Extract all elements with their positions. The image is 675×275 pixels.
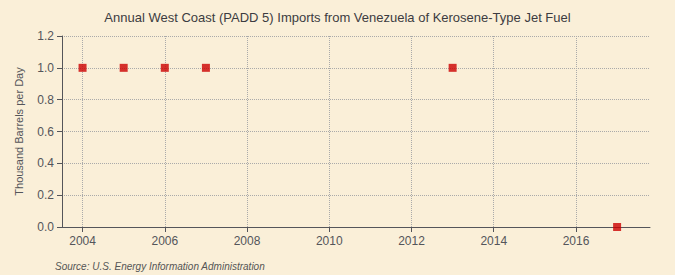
- svg-text:Source: U.S. Energy Informatio: Source: U.S. Energy Information Administ…: [55, 261, 265, 272]
- svg-text:2008: 2008: [234, 234, 261, 248]
- svg-text:2012: 2012: [398, 234, 425, 248]
- svg-text:0.0: 0.0: [37, 220, 54, 234]
- svg-text:2006: 2006: [151, 234, 178, 248]
- svg-text:1.2: 1.2: [37, 29, 54, 43]
- svg-text:0.4: 0.4: [37, 156, 54, 170]
- svg-text:2004: 2004: [69, 234, 96, 248]
- svg-text:Annual West Coast (PADD 5) Imp: Annual West Coast (PADD 5) Imports from …: [104, 10, 570, 25]
- svg-text:2014: 2014: [480, 234, 507, 248]
- svg-text:0.8: 0.8: [37, 93, 54, 107]
- svg-text:0.2: 0.2: [37, 188, 54, 202]
- svg-text:Thousand Barrels per Day: Thousand Barrels per Day: [13, 67, 25, 196]
- svg-text:0.6: 0.6: [37, 125, 54, 139]
- svg-text:2010: 2010: [316, 234, 343, 248]
- svg-text:1.0: 1.0: [37, 61, 54, 75]
- svg-text:2016: 2016: [563, 234, 590, 248]
